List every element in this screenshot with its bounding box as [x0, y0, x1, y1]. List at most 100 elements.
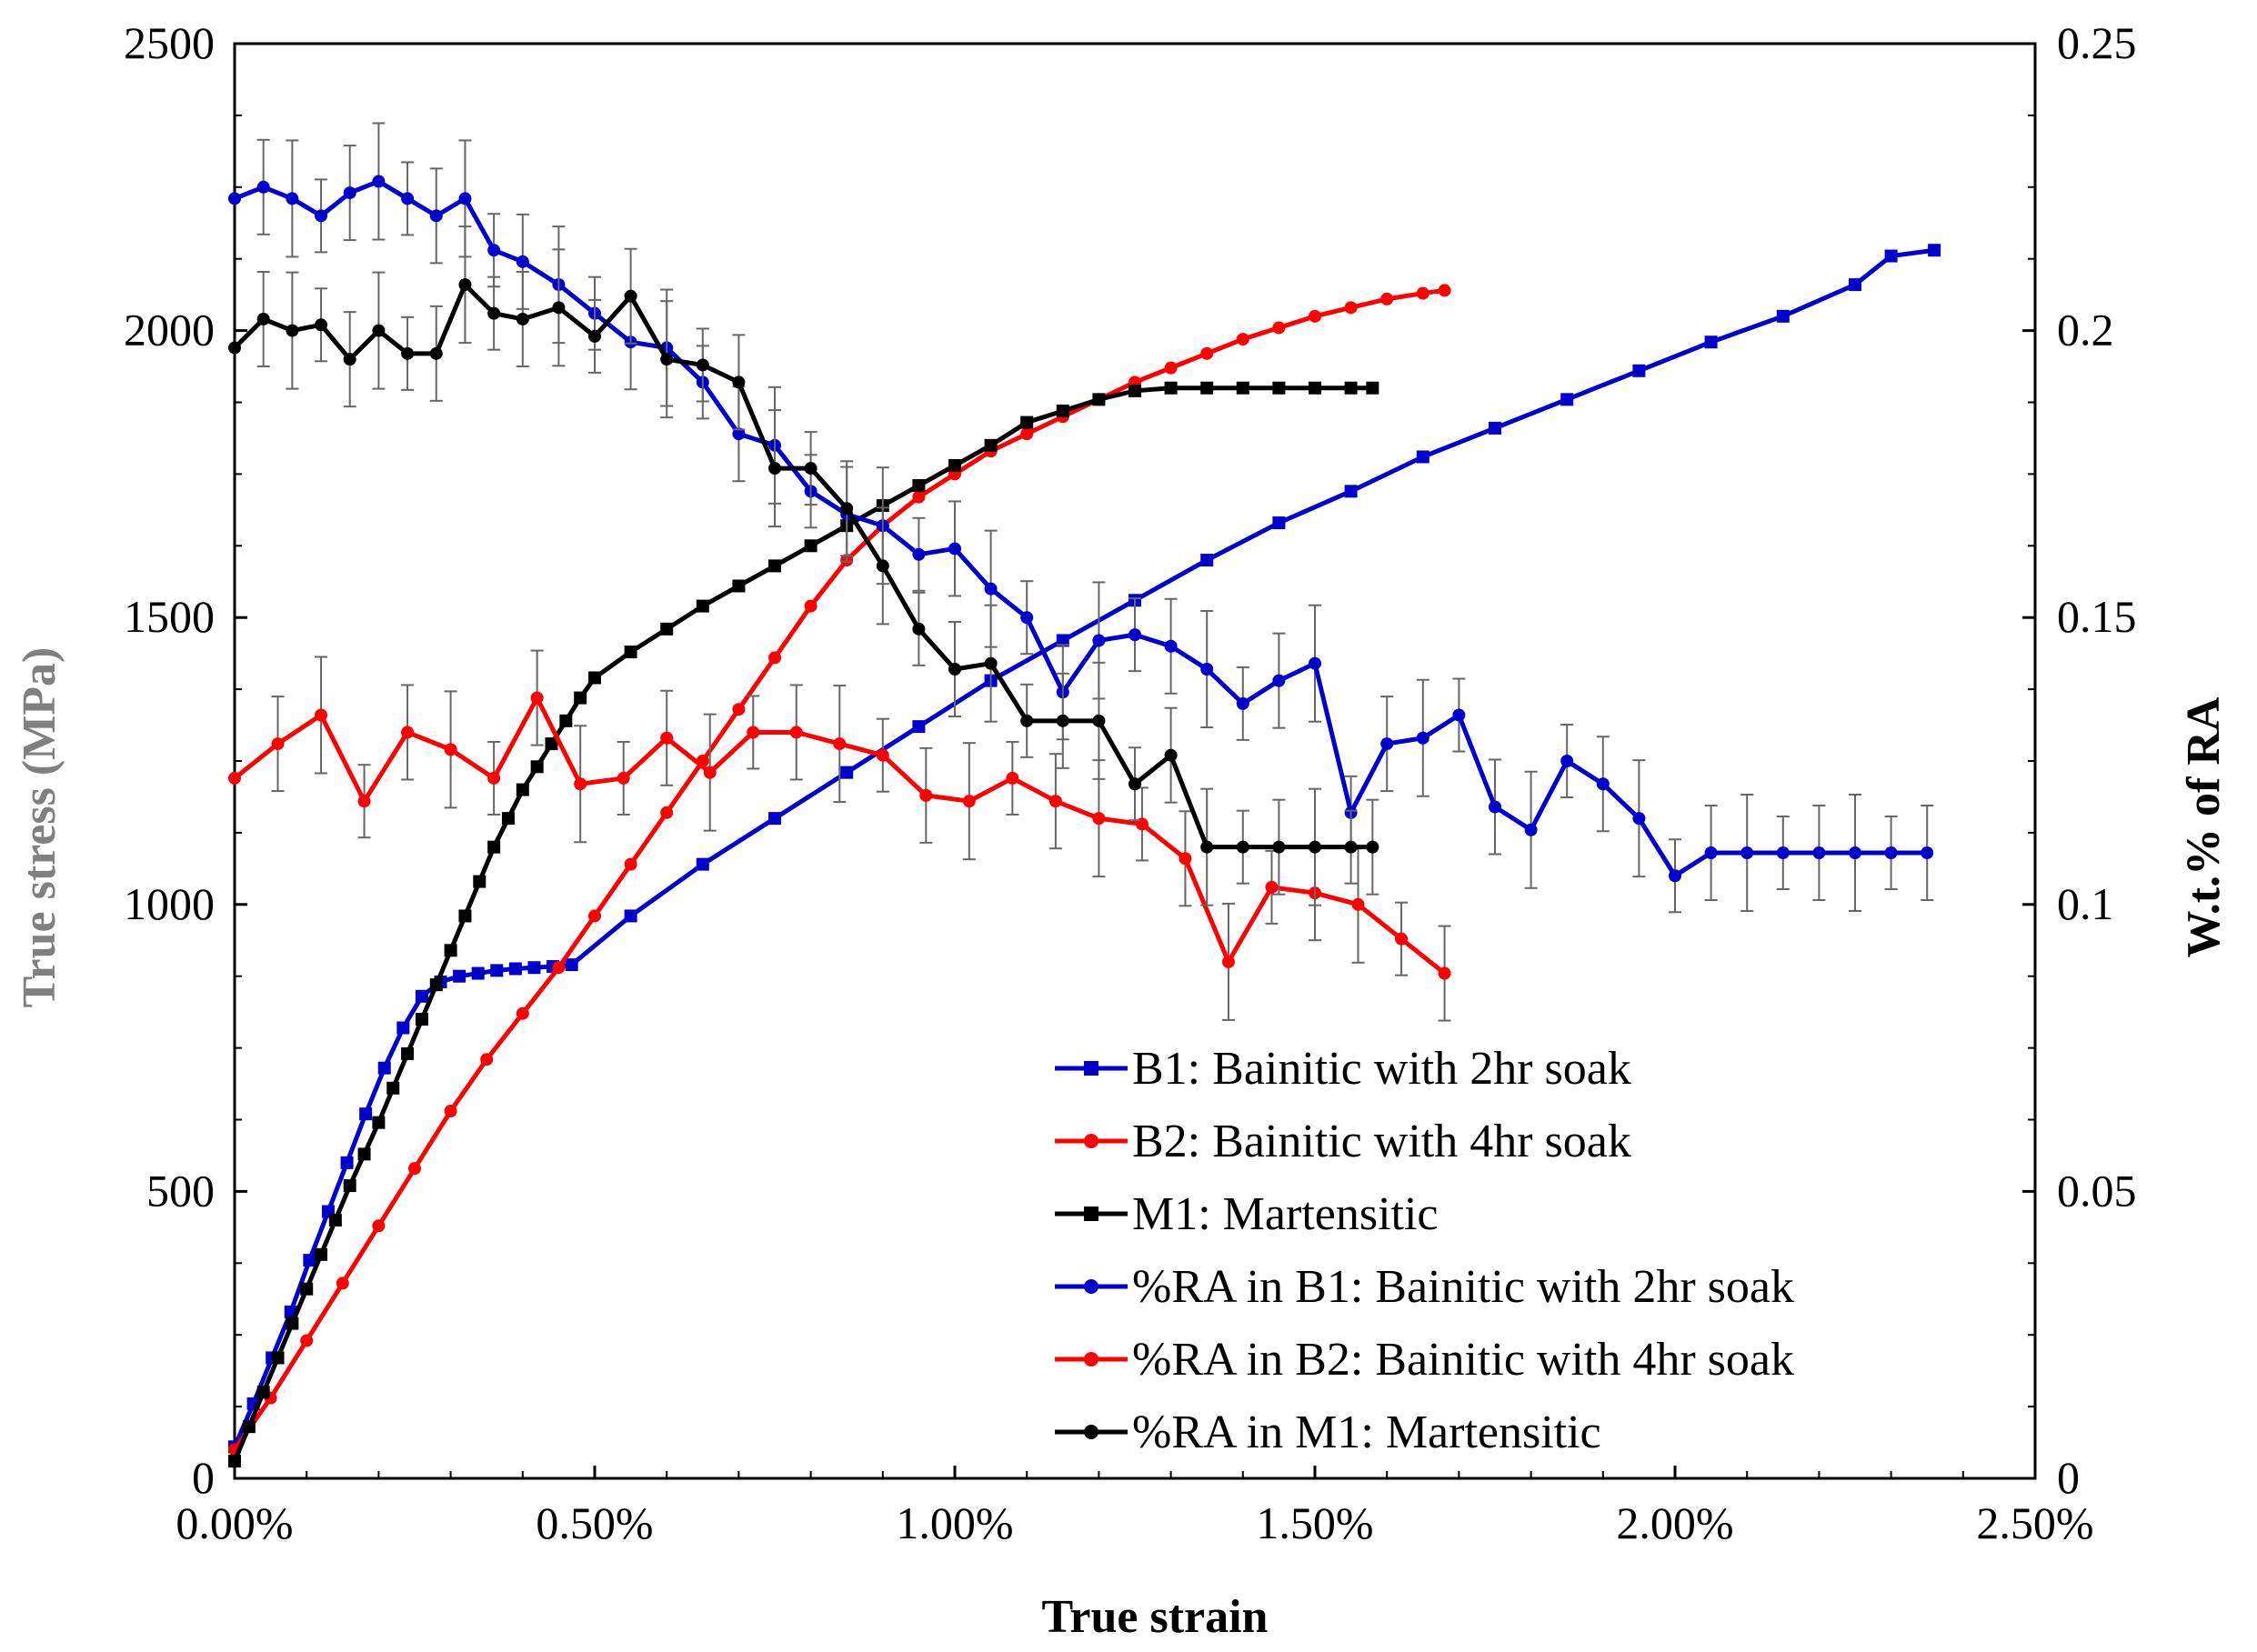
data-point [1309, 309, 1321, 323]
legend-label: B2: Bainitic with 4hr soak [1132, 1116, 1631, 1167]
data-point [453, 969, 466, 983]
data-point [1928, 244, 1941, 257]
data-point [1884, 846, 1898, 859]
data-point [1221, 955, 1235, 968]
data-point [343, 1179, 356, 1193]
data-point [1344, 840, 1358, 854]
data-point [1416, 450, 1429, 464]
x-tick-label: 0.50% [536, 1497, 653, 1548]
legend-marker [1084, 1279, 1098, 1294]
y2-tick-label: 0.1 [2057, 878, 2114, 929]
legend-marker [1084, 1425, 1098, 1439]
data-point [1164, 361, 1178, 375]
data-point [1560, 755, 1574, 767]
data-point [840, 502, 854, 516]
data-point [377, 1061, 391, 1075]
y-axis-left: 0 500 1000 1500 2000 2500 [124, 17, 247, 1503]
data-point [1272, 840, 1286, 854]
data-point [1236, 840, 1249, 854]
data-point [1776, 846, 1790, 859]
data-point [1416, 731, 1429, 745]
data-point [396, 1021, 410, 1035]
data-point [228, 341, 241, 355]
data-point [1056, 404, 1069, 417]
data-point [1849, 278, 1861, 292]
data-point [386, 1081, 400, 1095]
data-point [372, 1116, 386, 1129]
data-point [516, 783, 529, 796]
data-point [1560, 393, 1574, 406]
data-point [1006, 771, 1019, 785]
y-tick-label: 2500 [124, 17, 215, 68]
data-point [315, 1247, 328, 1261]
data-point [508, 962, 522, 976]
legend-label: %RA in M1: Martensitic [1132, 1407, 1601, 1458]
data-point [984, 438, 998, 452]
x-axis-title: True strain [1042, 1591, 1269, 1643]
data-point [876, 559, 889, 573]
legend-item: B1: Bainitic with 2hr soak [1055, 1043, 1631, 1095]
data-point [372, 1219, 386, 1233]
data-point [1128, 777, 1141, 791]
data-point [1048, 795, 1062, 808]
data-point [1489, 800, 1501, 814]
data-point [315, 318, 328, 332]
data-point [1020, 714, 1034, 727]
data-point [1632, 364, 1646, 377]
x-tick-label: 1.50% [1256, 1497, 1373, 1548]
data-point [1395, 932, 1409, 946]
series-5 [228, 649, 1451, 1022]
data-point [336, 1277, 349, 1290]
y2-axis-title: W.t.% of RA [2178, 696, 2230, 957]
data-point [401, 726, 415, 739]
data-point [340, 1156, 354, 1169]
data-point [286, 1317, 299, 1330]
data-point [732, 703, 746, 716]
data-point [962, 795, 976, 808]
data-point [256, 180, 270, 194]
data-point [1309, 656, 1321, 670]
data-point [617, 771, 630, 785]
data-point [624, 857, 637, 871]
data-point [429, 978, 443, 992]
data-point [415, 1013, 428, 1026]
data-point [1020, 416, 1034, 429]
data-point [696, 358, 709, 372]
data-point [1020, 611, 1034, 625]
data-point [624, 646, 637, 659]
data-point [1128, 384, 1141, 397]
data-point [1921, 846, 1934, 859]
data-point [1740, 846, 1754, 859]
data-point [315, 209, 328, 223]
data-point [1265, 880, 1279, 894]
data-point [1200, 840, 1214, 854]
x-tick-label: 2.50% [1976, 1497, 2093, 1548]
data-point [876, 748, 889, 762]
data-point [530, 691, 544, 705]
data-point [1272, 381, 1286, 395]
data-point [1704, 846, 1718, 859]
data-point [948, 663, 961, 676]
y2-tick-label: 0.2 [2057, 305, 2114, 355]
x-tick-label: 0.00% [176, 1497, 293, 1548]
data-point [552, 301, 566, 315]
data-point [1489, 421, 1501, 435]
data-point [328, 1213, 342, 1226]
data-point [840, 766, 854, 779]
data-point [429, 209, 443, 223]
data-point [1366, 840, 1379, 854]
data-point [1812, 846, 1826, 859]
data-point [768, 462, 781, 476]
y-tick-label: 1500 [124, 591, 215, 642]
data-point [1092, 634, 1106, 647]
data-point [1179, 852, 1192, 866]
legend-marker [1084, 1134, 1098, 1148]
data-point [471, 966, 485, 980]
data-point [768, 812, 781, 826]
legend-item: M1: Martensitic [1055, 1188, 1439, 1240]
data-point [919, 788, 933, 802]
data-point [1272, 321, 1286, 335]
legend-label: %RA in B2: Bainitic with 4hr soak [1132, 1334, 1794, 1386]
legend: B1: Bainitic with 2hr soak B2: Bainitic … [1055, 1043, 1794, 1458]
data-point [1438, 966, 1451, 980]
